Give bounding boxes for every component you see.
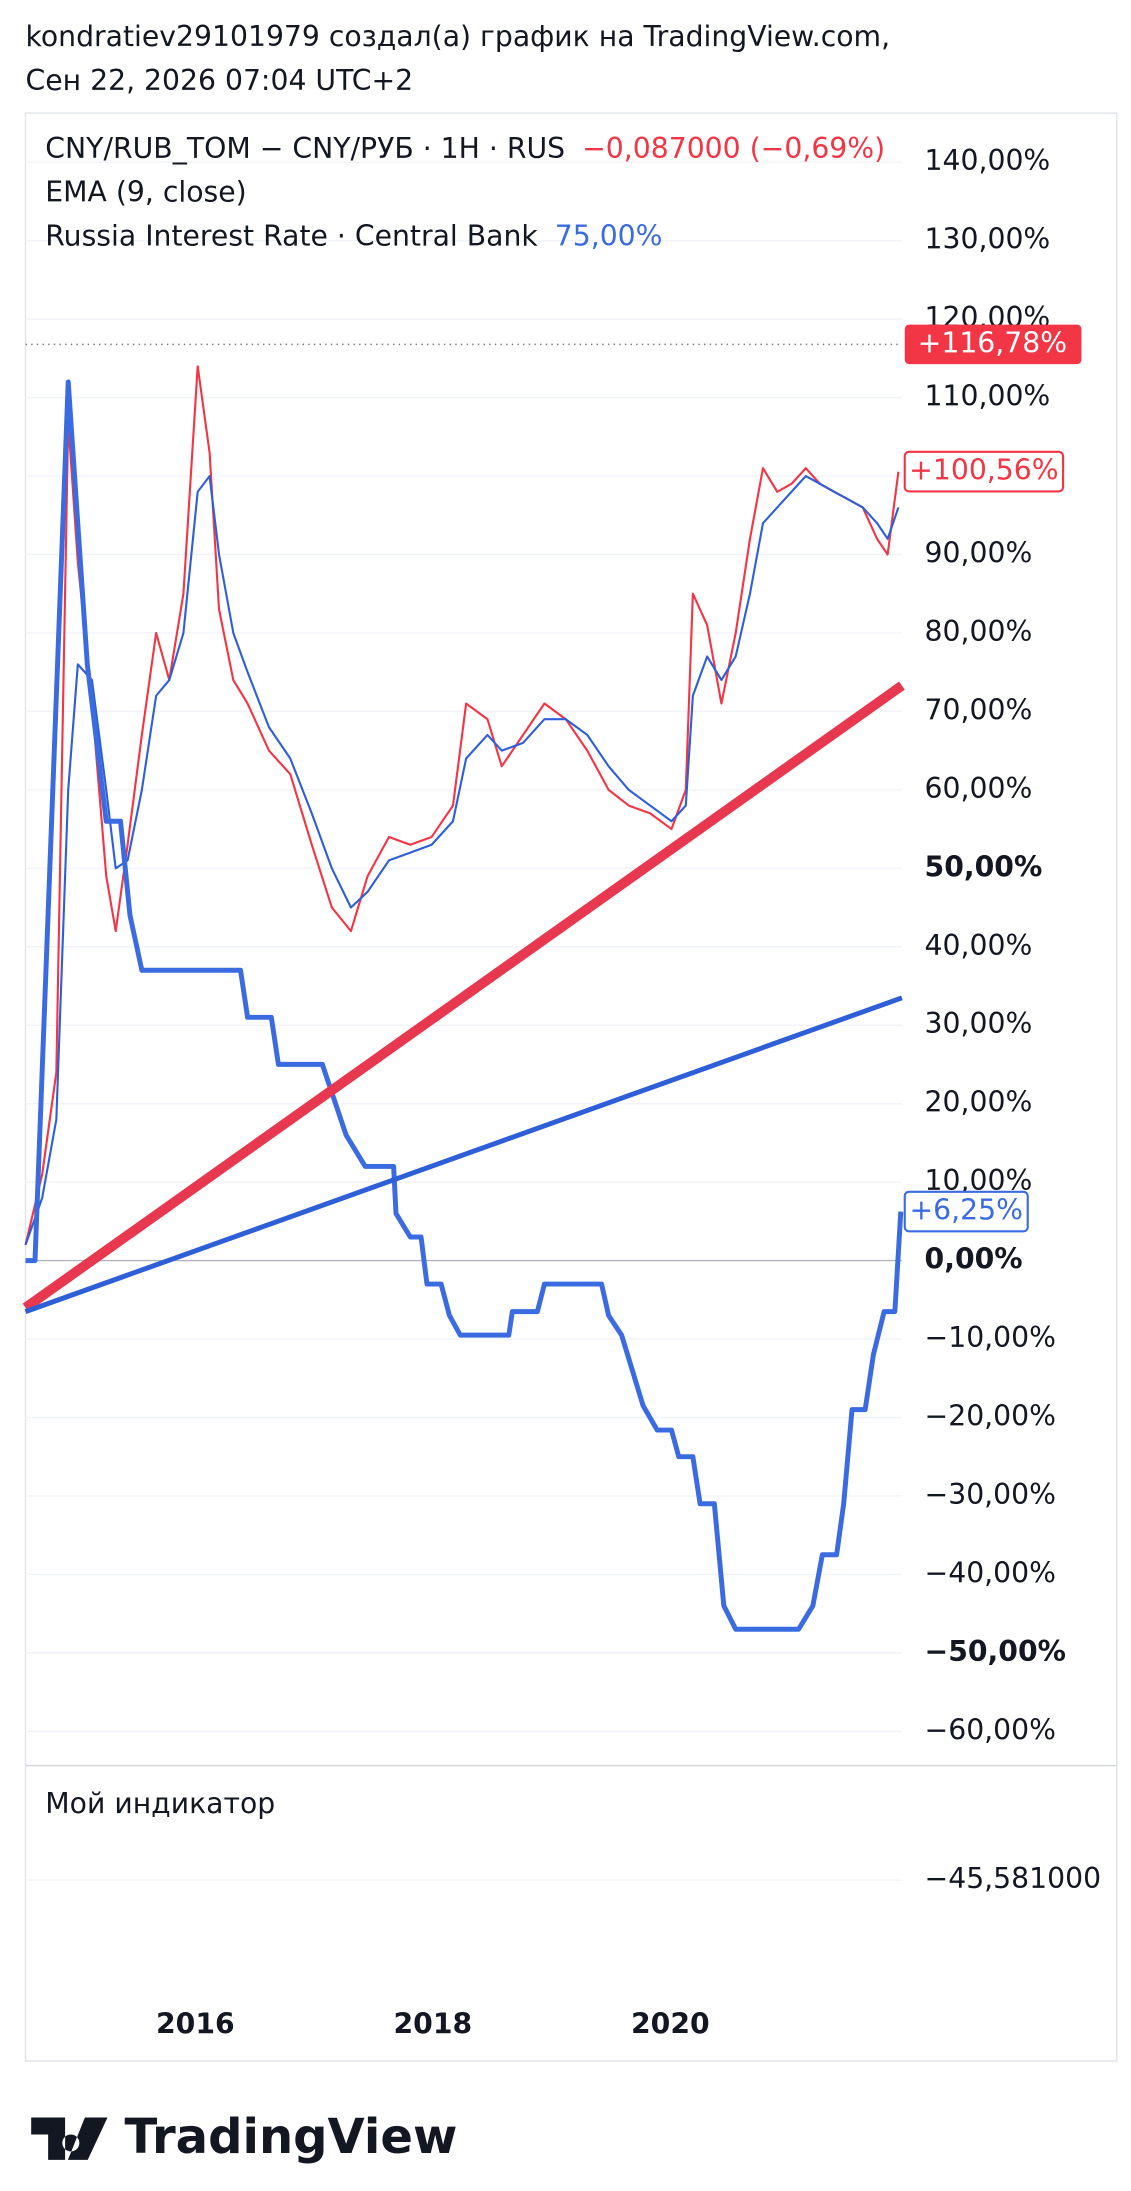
last-value-label: +6,25%	[909, 1194, 1022, 1227]
legend-entry: EMA (9, close)	[45, 176, 246, 209]
price-scale: −60,00% −50,00% −40,00% −30,00% −20,00% −10,0…	[903, 144, 1082, 1746]
y-tick-label: −60,00%	[925, 1713, 1056, 1746]
plot	[22, 365, 905, 1632]
legend-entry: CNY/RUB_TOM − CNY/РУБ · 1H · RUS −0,08700…	[45, 132, 885, 165]
grid: 2016 2018 2020	[25, 161, 902, 2041]
legend-name: CNY/RUB_TOM − CNY/РУБ · 1H · RUS	[45, 132, 565, 165]
x-tick-label: 2018	[394, 2008, 473, 2041]
y-tick-label: 140,00%	[925, 144, 1051, 177]
chart-frame	[24, 112, 1118, 2062]
indicator-label: −45,581000	[925, 1862, 1102, 1895]
series-line	[24, 475, 900, 1246]
y-tick-label: −40,00%	[925, 1556, 1056, 1589]
last-value-box	[903, 1190, 1029, 1233]
y-tick-label: 60,00%	[925, 772, 1033, 805]
indicator-title: Мой индикатор	[45, 1787, 275, 1820]
y-tick-label: 30,00%	[925, 1007, 1033, 1040]
series-line	[25, 379, 904, 1632]
logo: TradingView	[31, 2109, 457, 2165]
y-tick-label: −50,00%	[925, 1635, 1066, 1668]
legend-name: Russia Interest Rate · Central Bank	[45, 219, 538, 252]
y-tick-label: 90,00%	[925, 536, 1033, 569]
legend-name: EMA (9, close)	[45, 176, 246, 209]
legend-value: −0,087000 (−0,69%)	[582, 132, 885, 165]
high-label: +116,78%	[918, 326, 1067, 359]
header-line: Сен 22, 2026 07:04 UTC+2	[26, 64, 414, 97]
high-label-box	[904, 324, 1082, 365]
y-tick-label: 20,00%	[925, 1086, 1033, 1119]
brand: TradingView	[124, 2109, 457, 2165]
y-tick-label: 70,00%	[925, 693, 1033, 726]
trend-line	[22, 681, 905, 1312]
y-tick-label: 130,00%	[925, 223, 1051, 256]
x-tick-label: 2020	[631, 2008, 710, 2041]
y-tick-label: 0,00%	[925, 1243, 1023, 1276]
legend: CNY/RUB_TOM − CNY/РУБ · 1H · RUS −0,08700…	[45, 132, 885, 253]
last-value-box	[903, 450, 1065, 493]
y-tick-label: 110,00%	[925, 380, 1051, 413]
last-value-label: +100,56%	[909, 454, 1058, 487]
y-tick-label: 40,00%	[925, 929, 1033, 962]
series-line	[24, 365, 900, 1246]
y-tick-label: −30,00%	[925, 1478, 1056, 1511]
legend-entry: Russia Interest Rate · Central Bank 75,00…	[45, 219, 662, 252]
y-tick-label: 80,00%	[925, 615, 1033, 648]
y-tick-label: −10,00%	[925, 1321, 1056, 1354]
trend-line	[24, 995, 903, 1314]
y-tick-label: −20,00%	[925, 1399, 1056, 1432]
x-tick-label: 2016	[156, 2008, 235, 2041]
header-line: kondratiev29101979 создал(а) график на T…	[26, 20, 891, 53]
y-tick-label: 50,00%	[925, 850, 1043, 883]
legend-value: 75,00%	[555, 219, 663, 252]
